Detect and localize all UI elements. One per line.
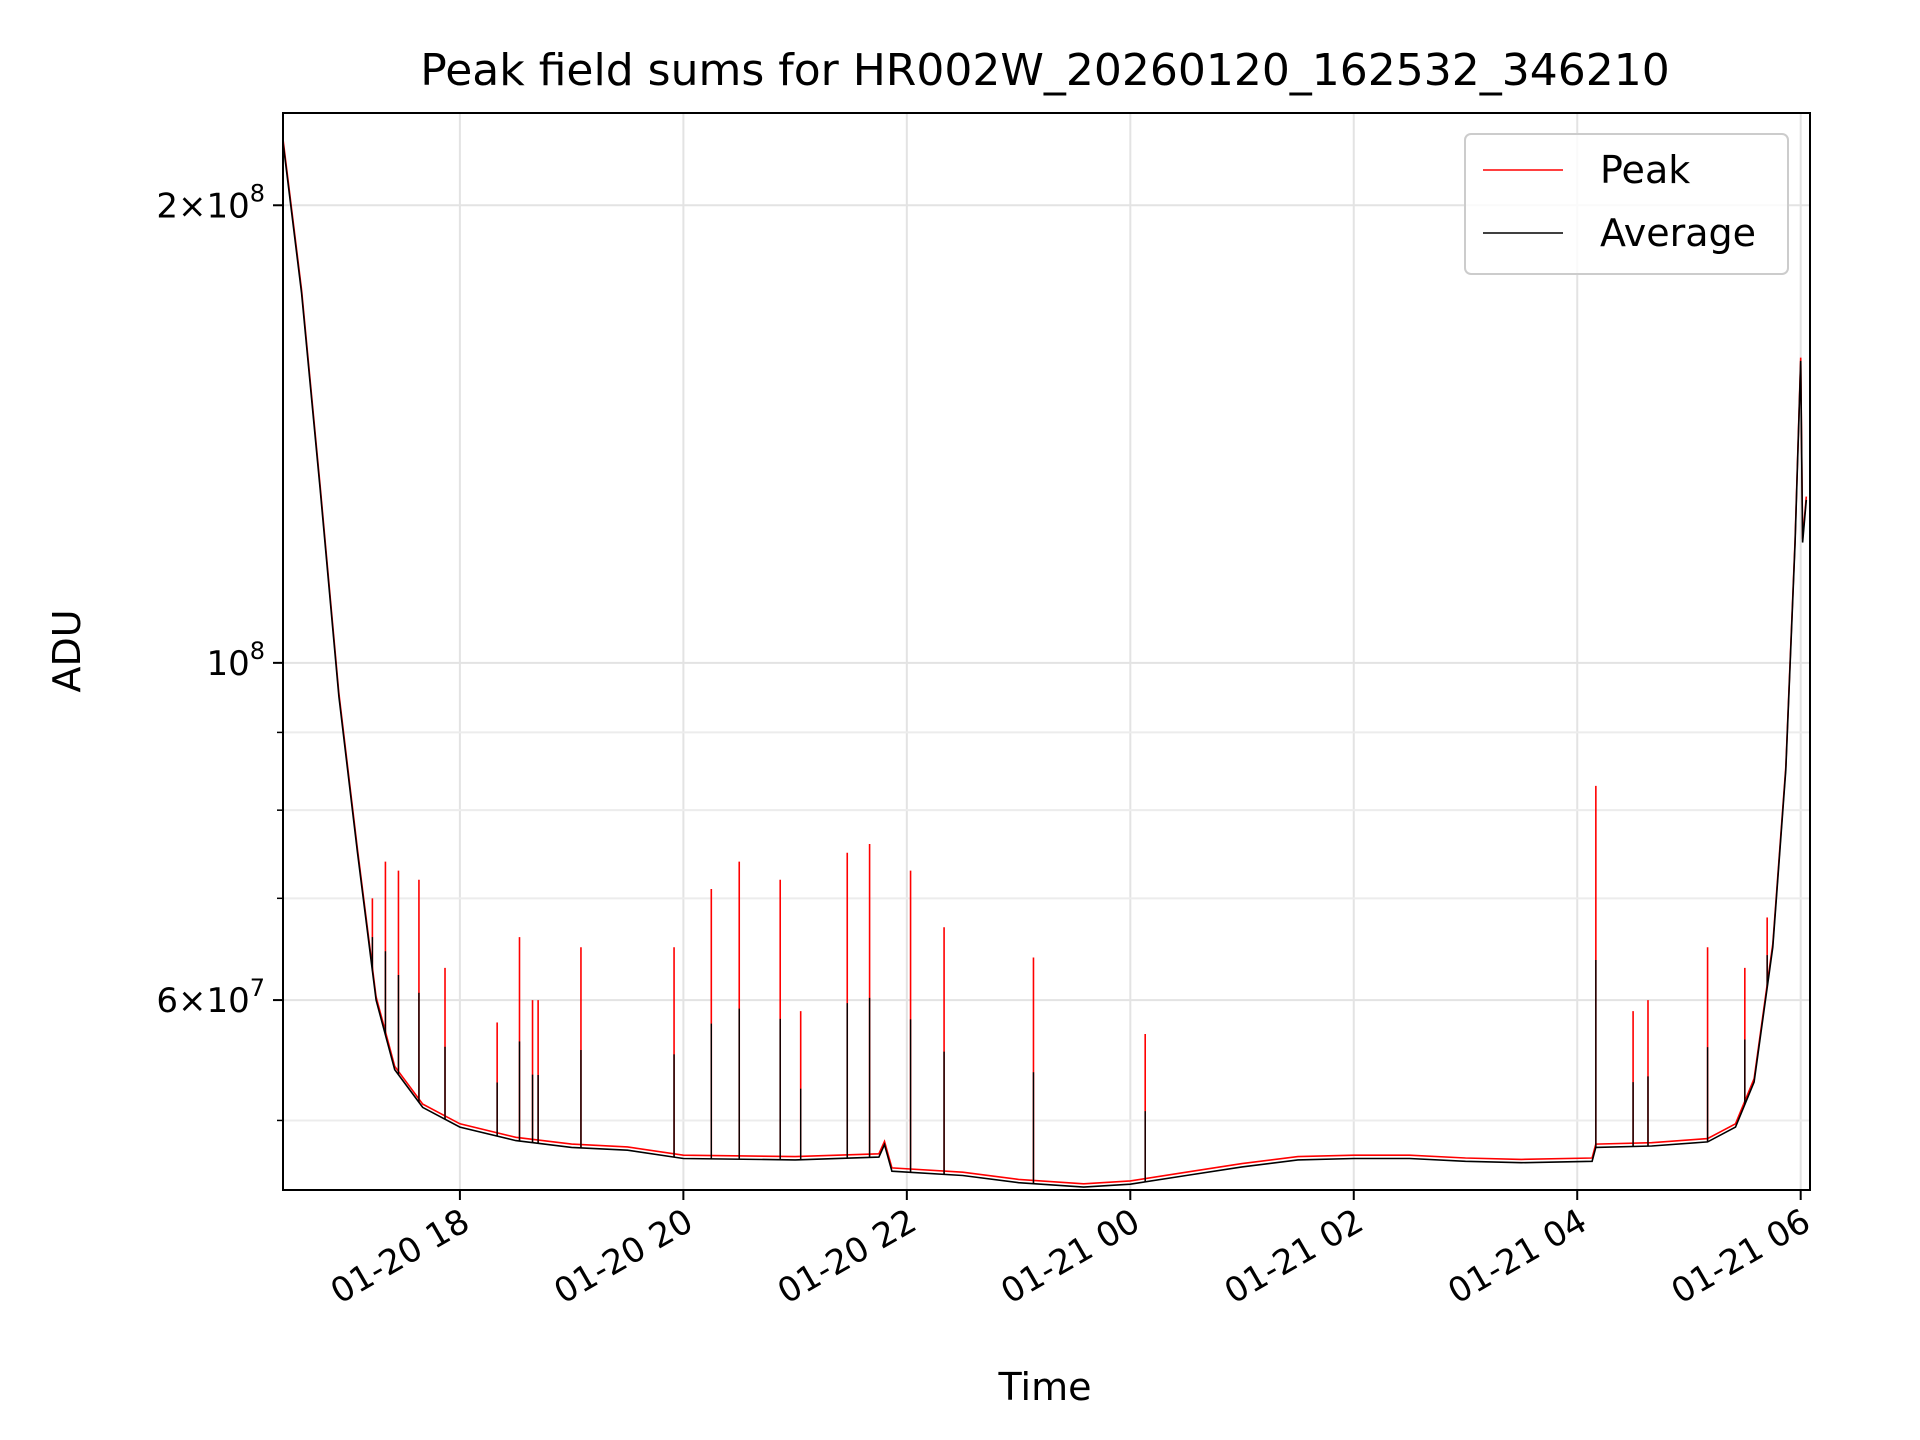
y-axis-ticks: 2×108 108 6×107 (156, 179, 283, 1122)
x-axis-label: Time (998, 1365, 1092, 1409)
y-axis-label: ADU (45, 609, 89, 692)
plot-frame (282, 112, 1811, 1191)
legend-peak-label: Peak (1600, 148, 1690, 192)
legend-box (1464, 133, 1789, 275)
series-average-line (282, 142, 1808, 1188)
chart-title: Peak field sums for HR002W_20260120_1625… (420, 45, 1670, 96)
grid (283, 113, 1810, 1190)
legend-average-label: Average (1600, 211, 1756, 255)
y-tick-label: 2×108 (156, 179, 265, 226)
y-tick-label: 6×107 (156, 974, 265, 1021)
plot-series (282, 139, 1808, 1188)
legend: Peak Average (1464, 133, 1789, 275)
y-tick-label: 108 (206, 637, 265, 684)
